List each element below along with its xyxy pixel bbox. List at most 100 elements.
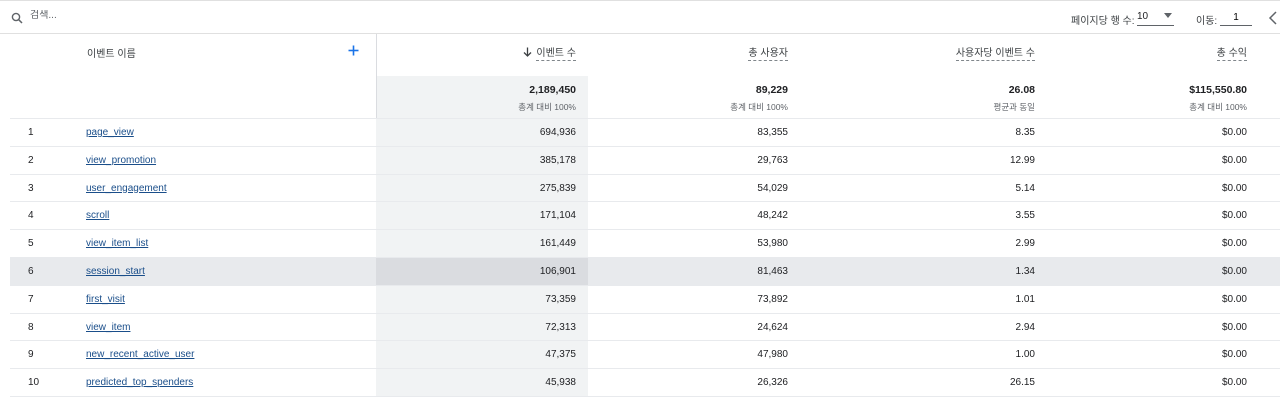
total-users-cell: 81,463 (757, 265, 788, 277)
event-name-link[interactable]: scroll (86, 210, 110, 222)
row-index: 8 (28, 321, 34, 333)
rows-per-page-select[interactable]: 10 (1137, 9, 1174, 26)
events-per-user-cell: 2.99 (1015, 238, 1035, 250)
rows-per-page-label: 페이지당 행 수: (1071, 16, 1135, 27)
total-users-cell: 73,892 (757, 293, 788, 305)
sorted-cell-shade (376, 146, 588, 174)
table-row[interactable]: 3 user_engagement 275,839 54,029 5.14 $0.00 (10, 173, 1280, 202)
table-body: 1 page_view 694,936 83,355 8.35 $0.00 2 view_pr… (10, 118, 1280, 396)
events-per-user-cell: 3.55 (1015, 210, 1035, 222)
total-revenue: $115,550.80 (1189, 84, 1247, 96)
total-events-per-user-sub: 평균과 동일 (993, 102, 1035, 112)
total-users-cell: 24,624 (757, 321, 788, 333)
sorted-cell-shade (376, 369, 588, 396)
table-row[interactable]: 7 first_visit 73,359 73,892 1.01 $0.00 (10, 284, 1280, 313)
total-revenue-cell: $0.00 (1221, 238, 1247, 250)
sorted-cell-shade (376, 202, 588, 230)
rows-per-page-value: 10 (1137, 11, 1149, 22)
events-per-user-cell: 1.01 (1015, 293, 1035, 305)
event-name-link[interactable]: new_recent_active_user (86, 349, 195, 361)
sorted-cell-shade (376, 119, 588, 146)
events-per-user-cell: 1.00 (1015, 349, 1035, 361)
events-per-user-cell: 1.34 (1015, 265, 1035, 277)
row-index: 9 (28, 349, 34, 361)
header-event-count-label: 이벤트 수 (536, 48, 576, 61)
goto-page-input[interactable] (1220, 9, 1252, 26)
event-name-link[interactable]: predicted_top_spenders (86, 377, 194, 389)
sorted-cell-shade (376, 341, 588, 369)
sorted-cell-shade (376, 174, 588, 202)
header-events-per-user[interactable]: 사용자당 이벤트 수 (895, 44, 1035, 61)
header-event-count[interactable]: 이벤트 수 (456, 44, 576, 61)
search-icon[interactable] (11, 12, 23, 24)
events-per-user-cell: 8.35 (1015, 127, 1035, 138)
goto-label: 이동: (1196, 16, 1218, 27)
events-per-user-cell: 2.94 (1015, 321, 1035, 333)
search-input[interactable] (30, 10, 330, 21)
total-users-cell: 53,980 (757, 238, 788, 250)
event-name-link[interactable]: user_engagement (86, 182, 167, 194)
total-users-cell: 26,326 (757, 377, 788, 389)
total-revenue-sub: 총계 대비 100% (1189, 102, 1247, 112)
event-count-cell: 275,839 (539, 182, 576, 194)
total-users-cell: 54,029 (757, 182, 788, 194)
total-event-count: 2,189,450 (529, 84, 576, 96)
event-count-cell: 171,104 (539, 210, 576, 222)
event-count-cell: 694,936 (539, 127, 576, 138)
event-count-cell: 106,901 (539, 265, 576, 277)
sorted-cell-shade (376, 285, 588, 313)
total-users: 89,229 (755, 84, 788, 96)
table-row[interactable]: 1 page_view 694,936 83,355 8.35 $0.00 (10, 118, 1280, 146)
total-users-cell: 48,242 (757, 210, 788, 222)
total-revenue-cell: $0.00 (1221, 182, 1247, 194)
event-name-link[interactable]: page_view (86, 127, 134, 138)
total-users-cell: 83,355 (757, 127, 788, 138)
total-revenue-cell: $0.00 (1221, 377, 1247, 389)
table-row[interactable]: 4 scroll 171,104 48,242 3.55 $0.00 (10, 201, 1280, 230)
caret-down-icon (1164, 13, 1172, 18)
events-per-user-cell: 5.14 (1015, 182, 1035, 194)
table-row[interactable]: 9 new_recent_active_user 47,375 47,980 1.00 $… (10, 340, 1280, 369)
sorted-cell-shade (376, 313, 588, 341)
event-name-link[interactable]: view_item (86, 321, 131, 333)
event-name-link[interactable]: session_start (86, 265, 145, 277)
event-name-link[interactable]: view_promotion (86, 154, 157, 166)
header-total-revenue[interactable]: 총 수익 (1127, 44, 1247, 61)
row-index: 5 (28, 238, 34, 250)
event-count-cell: 385,178 (539, 154, 576, 166)
total-revenue-cell: $0.00 (1221, 127, 1247, 138)
total-events-per-user: 26.08 (1008, 84, 1035, 96)
table-row[interactable]: 8 view_item 72,313 24,624 2.94 $0.00 (10, 312, 1280, 341)
header-event-name[interactable]: 이벤트 이름 (87, 49, 136, 60)
table-row[interactable]: 6 session_start 106,901 81,463 1.34 $0.00 (10, 256, 1280, 285)
row-index: 6 (28, 265, 34, 277)
arrow-down-icon (523, 47, 532, 57)
row-index: 10 (28, 377, 40, 389)
table-bottom-border (10, 396, 1280, 397)
event-count-cell: 45,938 (545, 377, 576, 389)
row-index: 3 (28, 182, 34, 194)
row-index: 4 (28, 210, 34, 222)
sorted-cell-shade (376, 257, 588, 285)
event-count-cell: 47,375 (545, 349, 576, 361)
row-index: 1 (28, 127, 34, 138)
row-index: 7 (28, 293, 34, 305)
event-count-cell: 72,313 (545, 321, 576, 333)
event-name-link[interactable]: first_visit (86, 293, 125, 305)
table-row[interactable]: 10 predicted_top_spenders 45,938 26,326 26.1… (10, 368, 1280, 396)
table-row[interactable]: 5 view_item_list 161,449 53,980 2.99 $0.00 (10, 229, 1280, 257)
plus-icon[interactable] (348, 45, 359, 56)
table-toolbar: 페이지당 행 수: 10 이동: (0, 0, 1280, 34)
table-row[interactable]: 2 view_promotion 385,178 29,763 12.99 $0.00 (10, 145, 1280, 174)
chevron-left-icon[interactable] (1268, 11, 1278, 25)
total-revenue-cell: $0.00 (1221, 210, 1247, 222)
total-revenue-cell: $0.00 (1221, 154, 1247, 166)
events-per-user-cell: 26.15 (1009, 377, 1035, 389)
event-name-link[interactable]: view_item_list (86, 238, 149, 250)
header-total-users-label: 총 사용자 (748, 48, 788, 61)
total-revenue-cell: $0.00 (1221, 293, 1247, 305)
header-events-per-user-label: 사용자당 이벤트 수 (955, 48, 1035, 61)
event-count-cell: 161,449 (539, 238, 576, 250)
header-total-users[interactable]: 총 사용자 (668, 44, 788, 61)
event-count-cell: 73,359 (545, 293, 576, 305)
